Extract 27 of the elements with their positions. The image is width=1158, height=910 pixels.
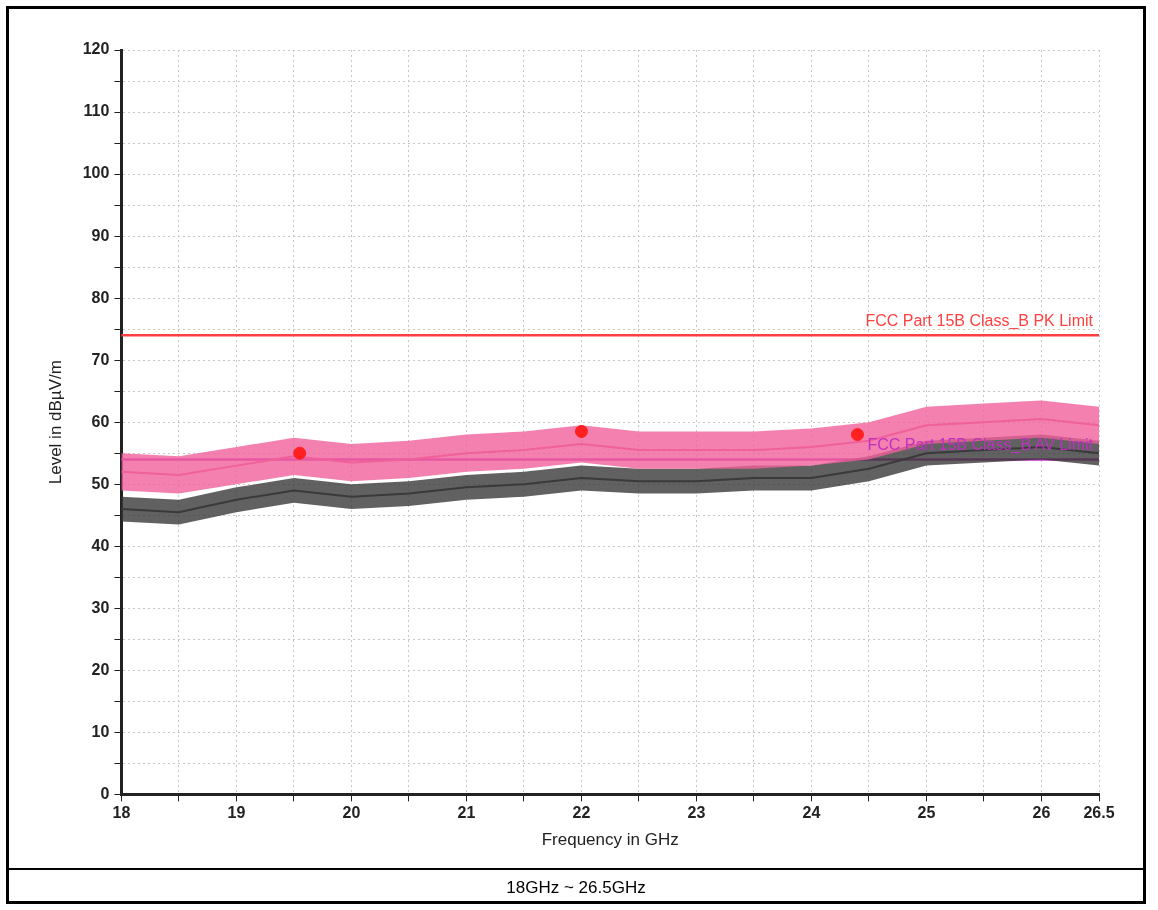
y-tick-label: 70 xyxy=(91,350,110,368)
y-tick-label: 40 xyxy=(91,536,110,554)
y-axis-title: Level in dBµV/m xyxy=(45,360,65,485)
x-tick-label: 22 xyxy=(572,804,591,822)
y-tick-label: 100 xyxy=(82,164,110,182)
y-tick-label: 90 xyxy=(91,226,110,244)
y-tick-label: 10 xyxy=(91,722,110,740)
x-tick-label: 26 xyxy=(1032,804,1051,822)
x-tick-label: 18 xyxy=(112,804,131,822)
y-tick-label: 20 xyxy=(91,660,110,678)
x-axis-title: Frequency in GHz xyxy=(541,830,679,850)
x-tick-label: 25 xyxy=(917,804,936,822)
y-tick-label: 50 xyxy=(91,474,110,492)
y-tick-label: 110 xyxy=(83,102,110,120)
x-tick-label: 23 xyxy=(687,804,706,822)
x-tick-label: 19 xyxy=(227,804,246,822)
y-tick-label: 60 xyxy=(91,412,110,430)
y-tick-label: 120 xyxy=(82,40,110,58)
y-tick-label: 0 xyxy=(100,784,110,802)
x-tick-label: 21 xyxy=(457,804,476,822)
y-tick-label: 80 xyxy=(91,288,110,306)
x-tick-label: 24 xyxy=(802,804,821,822)
x-tick-label: 26.5 xyxy=(1083,804,1115,822)
x-tick-label: 20 xyxy=(342,804,361,822)
y-tick-label: 30 xyxy=(91,598,110,616)
ref-line-label: FCC Part 15B Class_B PK Limit xyxy=(865,311,1094,330)
text: 18GHz ~ 26.5GHz xyxy=(505,878,647,898)
